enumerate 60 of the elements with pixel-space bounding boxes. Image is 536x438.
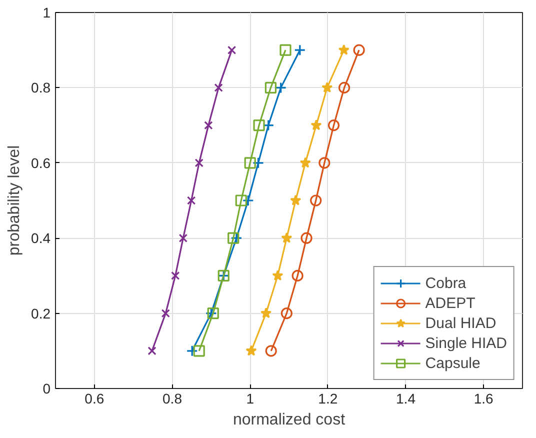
point: [353, 44, 365, 56]
point: [244, 157, 256, 169]
x-tick-label: 1.2: [318, 390, 338, 406]
point: [204, 120, 213, 130]
x-tick-label: 1: [246, 390, 254, 406]
y-tick-label: 0.6: [31, 154, 51, 171]
point: [148, 346, 156, 356]
point: [161, 308, 170, 318]
point: [242, 194, 254, 206]
x-tick-label: 1.6: [474, 390, 494, 406]
point: [171, 271, 180, 280]
point: [193, 345, 205, 357]
point: [294, 44, 306, 56]
point: [235, 194, 247, 206]
x-axis-title: normalized cost: [232, 412, 346, 428]
point: [280, 308, 292, 320]
point: [338, 82, 350, 94]
point: [310, 194, 322, 206]
point: [272, 270, 284, 281]
point: [322, 82, 333, 93]
point: [260, 308, 272, 318]
legend-label: Cobra: [425, 274, 466, 292]
point: [292, 270, 304, 282]
legend-label: ADEPT: [425, 294, 476, 312]
x-tick-label: 1.4: [396, 390, 416, 406]
point: [227, 46, 236, 54]
point: [318, 157, 330, 169]
y-tick-label: 1: [42, 4, 51, 20]
point: [186, 196, 196, 205]
y-tick-label: 0: [42, 380, 51, 396]
point: [214, 83, 223, 92]
point: [230, 232, 242, 244]
point: [246, 345, 257, 356]
y-axis-title: probability level: [6, 145, 24, 256]
point: [262, 120, 274, 132]
point: [290, 194, 302, 206]
point: [300, 232, 312, 244]
point: [265, 345, 277, 357]
point: [178, 234, 188, 242]
legend-label: Single HIAD: [425, 334, 507, 352]
legend-label: Capsule: [425, 354, 480, 372]
legend-label: Dual HIAD: [425, 314, 496, 332]
point: [300, 157, 311, 168]
point: [281, 232, 292, 243]
point: [253, 120, 265, 132]
point: [252, 157, 264, 169]
point: [186, 345, 198, 357]
y-tick-label: 0.4: [31, 230, 51, 246]
y-tick-label: 0.8: [31, 80, 51, 96]
point: [228, 232, 240, 244]
x-tick-label: 0.8: [162, 390, 182, 406]
point: [338, 44, 350, 55]
point: [264, 82, 277, 94]
point: [328, 120, 340, 132]
x-tick-label: 0.6: [84, 390, 104, 406]
point: [310, 120, 322, 130]
y-tick-label: 0.2: [31, 305, 51, 322]
point: [280, 44, 292, 56]
point: [275, 82, 287, 94]
point: [194, 158, 204, 168]
